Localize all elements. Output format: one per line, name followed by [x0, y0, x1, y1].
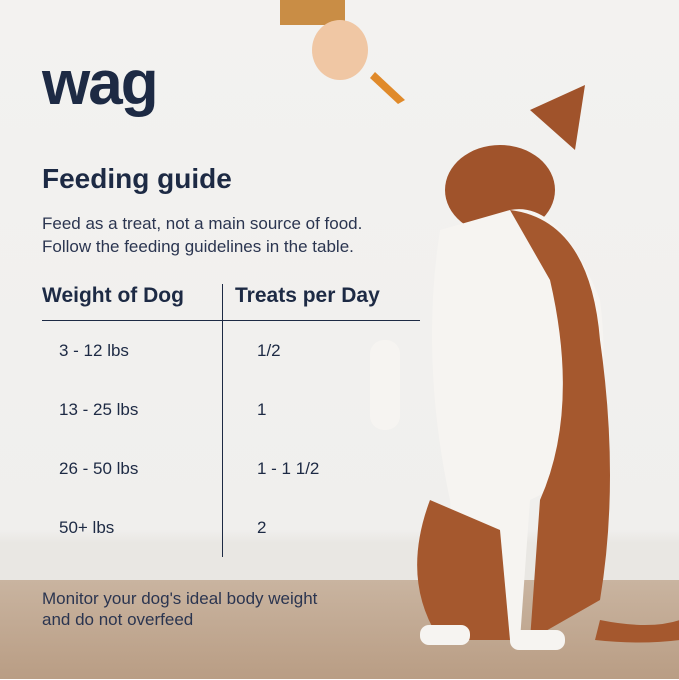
table-row: 3 - 12 lbs 1/2 [42, 320, 420, 380]
note-line: Monitor your dog's ideal body weight [42, 589, 318, 608]
note-line: and do not overfeed [42, 610, 194, 629]
hand-with-treat [280, 0, 405, 104]
cell-weight: 26 - 50 lbs [59, 458, 139, 478]
cell-weight: 50+ lbs [59, 517, 115, 537]
cell-weight: 13 - 25 lbs [59, 399, 139, 419]
footnote: Monitor your dog's ideal body weight and… [42, 588, 317, 630]
table-row: 50+ lbs 2 [42, 498, 420, 557]
header-treats: Treats per Day [222, 284, 420, 321]
intro-text: Feed as a treat, not a main source of fo… [42, 212, 362, 258]
cell-treats: 1/2 [222, 320, 420, 380]
cell-treats: 2 [222, 498, 420, 557]
header-weight: Weight of Dog [42, 284, 223, 321]
feeding-table: Weight of Dog Treats per Day 3 - 12 lbs 1… [42, 284, 420, 557]
intro-line: Feed as a treat, not a main source of fo… [42, 214, 363, 233]
cell-weight: 3 - 12 lbs [59, 340, 129, 360]
cell-treats: 1 [222, 380, 420, 439]
intro-line: Follow the feeding guidelines in the tab… [42, 237, 354, 256]
dog-photo [370, 85, 679, 650]
table-row: 13 - 25 lbs 1 [42, 380, 420, 439]
cell-treats: 1 - 1 1/2 [222, 439, 420, 498]
brand-logo: wag [42, 49, 159, 118]
page-title: Feeding guide [42, 163, 232, 194]
table-row: 26 - 50 lbs 1 - 1 1/2 [42, 439, 420, 498]
table-header: Weight of Dog Treats per Day [42, 284, 420, 321]
